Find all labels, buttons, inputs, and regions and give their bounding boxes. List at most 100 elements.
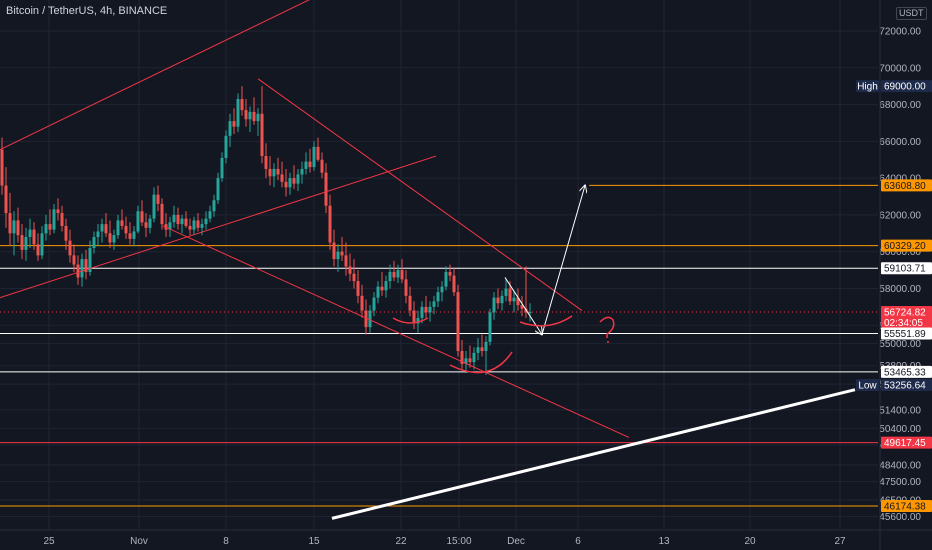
candle-body [124, 225, 128, 234]
candle-body [40, 233, 44, 256]
candle-body [192, 220, 196, 230]
candle-body [484, 341, 488, 352]
candle-body [32, 229, 36, 245]
candle-body [412, 310, 416, 324]
candle-body [340, 251, 344, 256]
candle-body [168, 222, 172, 230]
candle-body [180, 218, 184, 225]
time-tick-label: Dec [507, 536, 525, 547]
price-tick-label: 51400.00 [879, 405, 921, 416]
candle-body [144, 222, 148, 228]
candle-body [512, 297, 516, 302]
candle-body [452, 275, 456, 293]
candle-body [136, 211, 140, 232]
time-tick-label: 27 [834, 536, 846, 547]
candle-body [372, 297, 376, 311]
price-label-tag-box [856, 80, 879, 93]
candle-body [264, 156, 268, 169]
price-label-value: 60329.20 [884, 241, 926, 252]
candle-body [188, 225, 192, 230]
candle-body [96, 231, 100, 237]
candle-body [204, 218, 208, 225]
candle-body [216, 178, 220, 201]
trendline[interactable] [0, 155, 437, 299]
candle-body [384, 281, 388, 291]
candle-body [152, 194, 156, 219]
price-labels: 69000.00 High 63608.80 60329.20 59103.71 5672… [856, 80, 932, 512]
candle-body [24, 236, 28, 250]
candle-body [48, 224, 52, 230]
candle-body [104, 224, 108, 234]
candle-body [420, 306, 424, 318]
currency-badge[interactable]: USDT [896, 7, 927, 20]
price-label-box [881, 379, 932, 392]
trendline[interactable] [0, 0, 332, 151]
candle-body [344, 255, 348, 267]
candle-body [500, 295, 504, 304]
candle-body [388, 271, 392, 282]
candle-body [352, 273, 356, 282]
candle-body [268, 168, 272, 177]
price-label-value: 69000.00 [884, 82, 926, 93]
chart-grid [0, 0, 878, 530]
candle-body [360, 295, 364, 311]
candle-body [280, 174, 284, 182]
candle-body [396, 270, 400, 278]
candle-body [464, 358, 468, 364]
sketch-question-mark [599, 316, 615, 338]
price-label-box [881, 436, 932, 449]
candle-body [224, 135, 228, 158]
candle-body [196, 220, 200, 228]
time-axis[interactable]: 25 Nov 8 15 22 15:00 Dec 6 13 20 27 [0, 529, 932, 547]
candle-body [8, 213, 12, 234]
price-tick-label: 47500.00 [879, 477, 921, 488]
price-label-value: 56724.82 [884, 307, 926, 318]
candle-body [20, 235, 24, 250]
price-tick-label: 68000.00 [879, 100, 921, 111]
candle-body [456, 292, 460, 352]
candle-body [260, 113, 264, 157]
candle-body [80, 259, 84, 278]
candle-body [444, 271, 448, 287]
price-label-box [881, 499, 932, 512]
candle-body [304, 161, 308, 169]
trendline[interactable] [541, 185, 585, 335]
candle-body [200, 224, 204, 228]
candle-body [36, 244, 40, 256]
candle-body [56, 209, 60, 214]
trendline[interactable] [257, 78, 583, 311]
candle-body [332, 242, 336, 260]
sketch-arc [392, 317, 429, 324]
candle-body [68, 240, 72, 256]
candle-body [240, 99, 244, 111]
trendline[interactable] [331, 388, 856, 520]
horizontal-levels [0, 184, 878, 507]
trendline[interactable] [162, 225, 630, 438]
candle-body [504, 288, 508, 296]
candle-body [448, 271, 452, 276]
candle-body [404, 279, 408, 296]
candle-body [468, 358, 472, 363]
candle-body [88, 248, 92, 272]
symbol-title[interactable]: Bitcoin / TetherUS, 4h, BINANCE [6, 5, 168, 17]
price-tick-label: 62000.00 [879, 210, 921, 221]
candle-body [528, 311, 532, 313]
time-tick-label: 13 [658, 536, 670, 547]
symbol-interval: 4h [99, 5, 113, 17]
price-label-value: 55551.89 [884, 329, 926, 340]
candle-body [356, 281, 360, 296]
candle-body [428, 306, 432, 313]
trendline-drawings[interactable] [0, 0, 856, 520]
candle-body [148, 218, 152, 228]
candle-body [520, 305, 524, 309]
price-tick-label: 66000.00 [879, 137, 921, 148]
symbol-name: Bitcoin / TetherUS [6, 5, 94, 17]
time-tick-label: 8 [223, 536, 229, 547]
candle-body [64, 225, 68, 241]
price-label-tag-box [856, 379, 879, 392]
price-tick-label: 45600.00 [879, 512, 921, 523]
price-label-value: 49617.45 [884, 438, 926, 449]
candle-body [236, 99, 240, 127]
candle-body [128, 233, 132, 239]
